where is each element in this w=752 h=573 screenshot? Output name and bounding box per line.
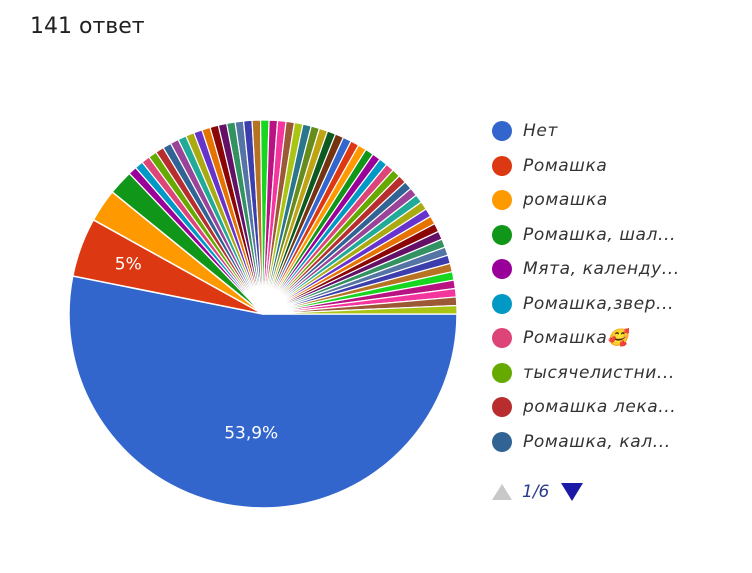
legend-color-dot (492, 155, 512, 176)
legend-item: Ромашка (492, 149, 742, 184)
response-count: 141 ответ (30, 14, 145, 39)
pie-slice-label: 53,9% (224, 424, 278, 444)
legend-item: ромашка (492, 183, 742, 218)
legend-label: Ромашка (523, 155, 608, 176)
legend-label: Ромашка,звер... (523, 293, 675, 314)
legend-label: Ромашка, кал... (523, 431, 671, 452)
pie-slice-label: 5% (115, 255, 142, 275)
legend-item: тысячелистни... (492, 356, 742, 391)
legend-label: Мята, календу... (523, 259, 680, 280)
legend-label: Ромашка, шал... (523, 224, 676, 245)
legend-color-dot (492, 121, 512, 142)
legend-item: ромашка лека... (492, 390, 742, 425)
legend-label: ромашка (523, 190, 608, 211)
legend-label: Нет (523, 121, 558, 142)
legend-label: Ромашка🥰 (523, 328, 630, 349)
legend-item: Ромашка,звер... (492, 287, 742, 322)
chart-legend: Нет Ромашка ромашка Ромашка, шал... Мята, ка… (492, 114, 742, 459)
legend-label: ромашка лека... (523, 397, 677, 418)
legend-label: тысячелистни... (523, 362, 675, 383)
legend-page-indicator: 1/6 (522, 482, 550, 502)
legend-color-dot (492, 397, 512, 418)
legend-item: Мята, календу... (492, 252, 742, 287)
legend-color-dot (492, 328, 512, 349)
pie-slice (262, 304, 458, 315)
legend-color-dot (492, 190, 512, 211)
legend-color-dot (492, 293, 512, 314)
legend-pager: 1/6 (492, 482, 584, 502)
legend-color-dot (492, 259, 512, 280)
legend-color-dot (492, 362, 512, 383)
legend-item: Нет (492, 114, 742, 149)
pie-slice (68, 275, 458, 509)
next-page-icon[interactable] (561, 483, 584, 501)
legend-item: Ромашка🥰 (492, 321, 742, 356)
legend-item: Ромашка, шал... (492, 218, 742, 253)
previous-page-icon (492, 484, 512, 500)
legend-color-dot (492, 431, 512, 452)
legend-item: Ромашка, кал... (492, 425, 742, 460)
legend-color-dot (492, 224, 512, 245)
